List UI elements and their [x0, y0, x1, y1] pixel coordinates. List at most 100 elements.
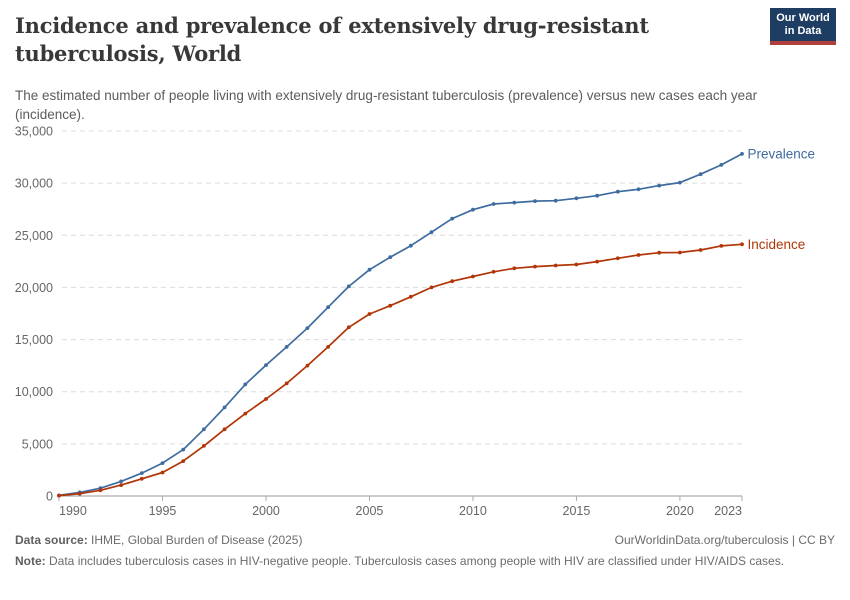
- data-point-marker[interactable]: [678, 250, 682, 255]
- y-axis-tick-label: 35,000: [15, 125, 53, 139]
- data-point-marker[interactable]: [98, 488, 103, 493]
- note-row: Note: Data includes tuberculosis cases i…: [15, 553, 795, 570]
- x-axis-tick-label: 2005: [356, 504, 384, 518]
- data-point-marker[interactable]: [326, 345, 330, 349]
- owid-logo[interactable]: Our World in Data: [770, 8, 836, 45]
- data-point-marker[interactable]: [636, 253, 641, 257]
- data-point-marker[interactable]: [615, 189, 620, 194]
- data-point-marker[interactable]: [202, 444, 206, 448]
- data-point-marker[interactable]: [77, 490, 82, 495]
- series-line-prevalence: [58, 153, 743, 497]
- data-point-marker[interactable]: [388, 255, 393, 260]
- data-point-marker[interactable]: [139, 471, 144, 475]
- data-point-marker[interactable]: [615, 256, 620, 261]
- series-label-prevalence[interactable]: Prevalence: [748, 146, 816, 161]
- data-point-marker[interactable]: [657, 250, 662, 255]
- data-point-marker[interactable]: [471, 274, 475, 279]
- data-point-marker[interactable]: [284, 381, 289, 386]
- data-point-marker[interactable]: [139, 476, 144, 481]
- y-axis-tick-label: 0: [46, 490, 53, 504]
- data-point-marker[interactable]: [719, 244, 724, 248]
- data-point-marker[interactable]: [57, 493, 61, 498]
- data-point-marker[interactable]: [450, 279, 455, 284]
- data-point-marker[interactable]: [719, 163, 724, 167]
- data-point-marker[interactable]: [533, 199, 537, 204]
- data-point-marker[interactable]: [678, 180, 682, 185]
- x-axis-tick-label: 2015: [563, 504, 591, 518]
- data-point-marker[interactable]: [243, 411, 248, 416]
- data-point-marker[interactable]: [740, 242, 744, 247]
- y-axis-tick-label: 30,000: [15, 177, 53, 191]
- data-point-marker[interactable]: [657, 183, 662, 188]
- data-point-marker[interactable]: [698, 248, 703, 252]
- y-axis-tick-label: 20,000: [15, 281, 53, 295]
- data-point-marker[interactable]: [98, 486, 103, 491]
- chart-footer: Data source: IHME, Global Burden of Dise…: [15, 532, 835, 570]
- x-axis-tick-label: 2020: [666, 504, 694, 518]
- data-point-marker[interactable]: [595, 259, 599, 264]
- data-point-marker[interactable]: [553, 263, 558, 268]
- y-axis-tick-label: 10,000: [15, 385, 53, 399]
- x-axis-tick-label: 1990: [59, 504, 87, 518]
- data-point-marker[interactable]: [408, 243, 413, 248]
- data-point-marker[interactable]: [595, 193, 599, 198]
- x-axis-tick-label: 1995: [149, 504, 177, 518]
- data-point-marker[interactable]: [367, 312, 372, 316]
- attribution-link[interactable]: OurWorldinData.org/tuberculosis: [614, 533, 789, 547]
- data-point-marker[interactable]: [284, 345, 289, 349]
- data-point-marker[interactable]: [388, 303, 393, 308]
- data-point-marker[interactable]: [512, 200, 517, 205]
- series-label-incidence[interactable]: Incidence: [748, 237, 806, 252]
- note-text: Data includes tuberculosis cases in HIV-…: [45, 553, 785, 568]
- data-point-marker[interactable]: [326, 305, 330, 310]
- data-point-marker[interactable]: [450, 216, 455, 221]
- owid-logo-stripe: [770, 41, 836, 45]
- data-source-text: Data source: IHME, Global Burden of Dise…: [15, 533, 303, 547]
- y-axis-tick-label: 25,000: [15, 229, 53, 243]
- license-link[interactable]: CC BY: [798, 533, 835, 547]
- data-point-marker[interactable]: [491, 269, 496, 274]
- data-point-marker[interactable]: [77, 491, 82, 496]
- data-point-marker[interactable]: [202, 427, 206, 432]
- attribution: OurWorldinData.org/tuberculosis | CC BY: [615, 532, 835, 549]
- attribution-separator: |: [788, 533, 799, 547]
- data-point-marker[interactable]: [346, 325, 351, 330]
- data-point-marker[interactable]: [533, 264, 537, 269]
- data-point-marker[interactable]: [119, 483, 123, 487]
- data-point-marker[interactable]: [264, 397, 268, 401]
- data-point-marker[interactable]: [491, 202, 496, 206]
- data-point-marker[interactable]: [512, 266, 517, 271]
- data-point-marker[interactable]: [408, 294, 413, 299]
- data-point-marker[interactable]: [346, 284, 351, 289]
- data-point-marker[interactable]: [429, 285, 434, 290]
- series-line-incidence: [58, 243, 743, 497]
- data-point-marker[interactable]: [574, 196, 579, 201]
- data-point-marker[interactable]: [222, 405, 227, 410]
- data-point-marker[interactable]: [57, 493, 61, 498]
- data-point-marker[interactable]: [160, 470, 165, 475]
- data-point-marker[interactable]: [181, 447, 186, 452]
- data-point-marker[interactable]: [160, 461, 165, 465]
- data-point-marker[interactable]: [222, 427, 227, 432]
- data-point-marker[interactable]: [429, 230, 434, 235]
- data-point-marker[interactable]: [119, 479, 123, 484]
- data-point-marker[interactable]: [471, 207, 475, 212]
- y-axis-tick-label: 5,000: [22, 437, 53, 451]
- data-source-label: Data source:: [15, 533, 88, 547]
- data-point-marker[interactable]: [574, 262, 579, 267]
- data-point-marker[interactable]: [367, 267, 372, 272]
- data-point-marker[interactable]: [181, 459, 186, 463]
- y-axis-tick-label: 15,000: [15, 333, 53, 347]
- data-point-marker[interactable]: [636, 187, 641, 192]
- data-point-marker[interactable]: [698, 172, 703, 177]
- data-point-marker[interactable]: [243, 382, 248, 387]
- data-point-marker[interactable]: [553, 198, 558, 203]
- data-point-marker[interactable]: [305, 326, 310, 330]
- source-row: Data source: IHME, Global Burden of Dise…: [15, 532, 835, 549]
- data-point-marker[interactable]: [305, 363, 310, 368]
- data-point-marker[interactable]: [264, 363, 268, 367]
- x-axis-tick-label: 2010: [459, 504, 487, 518]
- chart-subtitle: The estimated number of people living wi…: [15, 88, 758, 123]
- owid-logo-text: Our World in Data: [776, 11, 830, 37]
- data-point-marker[interactable]: [740, 152, 744, 156]
